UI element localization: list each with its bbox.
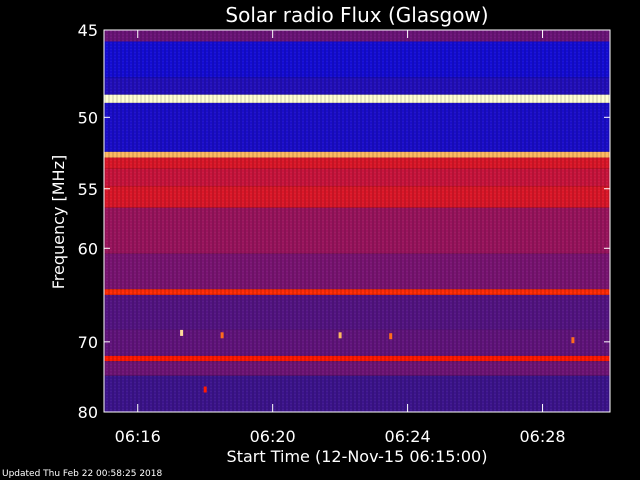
noise-overlay — [104, 30, 610, 412]
burst-point — [203, 386, 207, 393]
burst-point — [571, 337, 575, 344]
burst-point — [180, 329, 184, 336]
y-tick-label: 55 — [78, 180, 98, 199]
plot-frame — [103, 29, 611, 413]
chart-title: Solar radio Flux (Glasgow) — [225, 3, 488, 27]
y-tick-label: 70 — [78, 333, 98, 352]
x-axis-ticks: 06:16 06:20 06:24 06:28 — [115, 30, 566, 446]
updated-timestamp: Updated Thu Feb 22 00:58:25 2018 — [2, 469, 163, 479]
burst-point — [389, 333, 393, 340]
y-tick-label: 50 — [78, 108, 98, 127]
y-tick-label: 80 — [78, 403, 98, 422]
burst-markers — [180, 329, 575, 393]
x-tick-label: 06:16 — [115, 427, 161, 446]
x-axis-label: Start Time (12-Nov-15 06:15:00) — [227, 447, 488, 466]
x-tick-label: 06:28 — [519, 427, 565, 446]
y-axis-ticks: 45 50 55 60 70 80 — [78, 21, 610, 422]
x-tick-label: 06:24 — [385, 427, 431, 446]
y-tick-label: 60 — [78, 239, 98, 258]
x-tick-label: 06:20 — [250, 427, 296, 446]
y-axis-label: Frequency [MHz] — [49, 155, 68, 289]
burst-point — [338, 332, 342, 339]
burst-point — [220, 332, 224, 339]
y-tick-label: 45 — [78, 21, 98, 40]
